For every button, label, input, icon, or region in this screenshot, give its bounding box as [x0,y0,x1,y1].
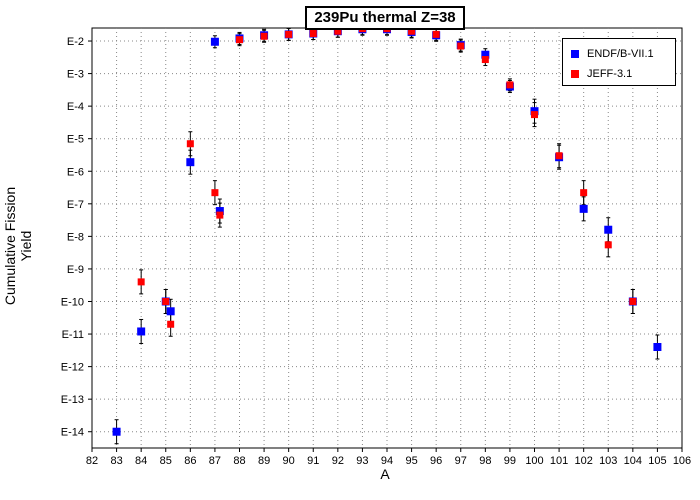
data-point-jeff [236,36,243,44]
legend-item-endf: ENDF/B-VII.1 [571,47,654,61]
data-point-jeff [580,189,588,197]
x-tick-label: 101 [550,455,568,467]
axes: 82 83 84 85 86 87 88 89 90 91 92 93 94 95 96 97 98 99 100 1… [61,36,691,467]
data-point-jeff [334,27,342,35]
data-point-endf [166,307,175,316]
x-tick-label: 87 [209,455,221,467]
y-tick-label: E-12 [61,362,84,374]
data-point-endf [604,225,613,234]
x-tick-label: 102 [574,455,592,467]
legend-marker-jeff [571,70,579,78]
x-tick-label: 95 [405,455,417,467]
data-point-endf [653,343,662,352]
data-point-endf [579,204,588,213]
plot-area [91,27,683,449]
x-tick-label: 96 [430,455,442,467]
legend-item-jeff: JEFF-3.1 [571,67,632,81]
data-point-jeff [137,278,145,286]
y-tick-label: E-9 [67,264,84,276]
data-point-jeff [309,30,317,38]
data-point-jeff [167,320,175,328]
x-tick-label: 86 [184,455,196,467]
x-tick-label: 91 [307,455,319,467]
x-tick-label: 98 [479,455,491,467]
data-point-endf [215,207,224,216]
data-point-jeff [408,27,416,35]
x-tick-label: 85 [160,455,172,467]
data-point-jeff [555,152,563,160]
y-tick-label: E-13 [61,394,84,406]
data-point-jeff [531,111,538,119]
data-point-jeff [629,297,637,305]
x-tick-label: 103 [599,455,617,467]
x-tick-label: 93 [356,455,368,467]
x-tick-label: 100 [525,455,543,467]
data-point-jeff [211,189,219,197]
legend-label-endf: ENDF/B-VII.1 [587,48,654,60]
legend: ENDF/B-VII.1 JEFF-3.1 [562,38,676,86]
data-point-endf [186,158,195,167]
data-point-jeff [604,241,612,249]
x-tick-label: 97 [455,455,467,467]
legend-label-jeff: JEFF-3.1 [587,68,633,80]
x-tick-label: 106 [673,455,691,467]
x-tick-label: 105 [648,455,666,467]
data-point-jeff [216,211,224,219]
data-point-jeff [186,140,194,148]
data-point-jeff [457,42,465,50]
y-tick-label: E-6 [67,166,84,178]
legend-marker-endf [571,50,579,58]
data-point-jeff [432,30,440,38]
data-point-endf [481,50,490,59]
data-point-endf [210,37,219,46]
data-point-jeff [481,56,489,64]
data-point-jeff [260,32,268,40]
data-point-endf [112,427,121,436]
y-tick-label: E-11 [62,329,84,341]
x-tick-label: 82 [86,455,98,467]
y-tick-label: E-3 [67,69,84,81]
x-tick-label: 92 [332,455,344,467]
y-tick-label: E-2 [67,36,84,48]
y-tick-label: E-10 [61,296,84,308]
x-tick-label: 84 [135,455,147,467]
x-tick-label: 99 [504,455,516,467]
y-tick-label: E-8 [67,231,84,243]
y-axis-label: Cumulative Fission Yield [2,186,34,306]
x-tick-label: 83 [110,455,122,467]
x-axis-label: A [380,466,390,482]
data-point-jeff [285,30,293,38]
x-tick-label: 94 [381,455,393,467]
chart-title: 239Pu thermal Z=38 [305,6,465,30]
y-tick-label: E-14 [61,427,84,439]
y-tick-label: E-4 [67,101,84,113]
data-point-endf [137,327,146,336]
data-point-jeff [162,297,170,305]
x-tick-label: 89 [258,455,270,467]
y-tick-label: E-7 [67,199,84,211]
x-tick-label: 88 [233,455,245,467]
y-tick-label: E-5 [67,134,84,146]
x-tick-label: 90 [283,455,295,467]
x-tick-label: 104 [624,455,642,467]
data-point-jeff [506,81,514,89]
